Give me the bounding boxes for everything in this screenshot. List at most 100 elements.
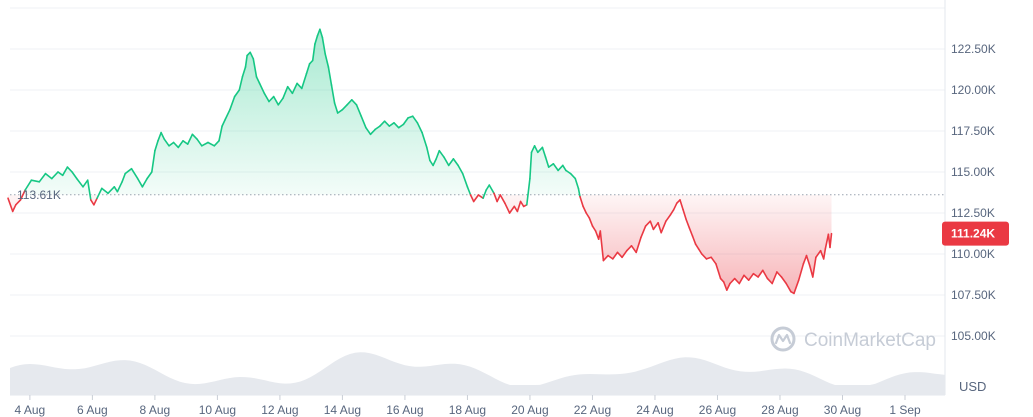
price-segment (186, 133, 194, 145)
price-segment (93, 197, 98, 206)
price-segment (611, 251, 619, 260)
x-tick-label: 14 Aug (324, 403, 361, 417)
price-segment (461, 172, 469, 188)
price-segment (743, 274, 750, 282)
price-segment (157, 131, 162, 142)
price-segment (379, 120, 386, 127)
area-below-baseline (8, 194, 832, 294)
price-segment (296, 82, 303, 90)
price-segment (577, 187, 581, 198)
price-segment (146, 171, 153, 180)
price-segment (141, 177, 148, 188)
price-segment (346, 99, 353, 106)
price-segment (808, 264, 814, 278)
y-tick-label: 117.50K (951, 124, 995, 138)
price-segment (469, 194, 475, 203)
price-segment (657, 222, 663, 234)
price-segment (602, 254, 609, 262)
price-segment (691, 235, 697, 245)
price-segment (421, 131, 428, 149)
price-segment (685, 218, 691, 229)
price-segment (432, 158, 438, 167)
price-segment (533, 145, 539, 154)
price-segment (785, 282, 792, 293)
price-segment (822, 248, 827, 260)
price-segment (255, 76, 261, 85)
price-segment (780, 276, 788, 285)
price-segment (86, 179, 92, 201)
price-segment (574, 177, 580, 190)
price-segment (665, 213, 672, 222)
price-segment (327, 66, 333, 86)
price-segment (355, 104, 363, 117)
price-segment (365, 126, 372, 136)
price-segment (38, 172, 47, 183)
price-lines (7, 28, 833, 295)
price-segment (733, 277, 741, 285)
y-tick-label: 115.00K (951, 165, 995, 179)
price-segment (124, 167, 133, 175)
price-segment (747, 272, 755, 282)
price-segment (238, 76, 244, 91)
price-segment (263, 92, 270, 103)
price-segment (485, 184, 491, 191)
price-segment (319, 28, 324, 39)
price-segment (113, 186, 119, 193)
price-segment (561, 164, 567, 172)
price-segment (582, 205, 588, 214)
price-segment (536, 146, 544, 154)
price-segment (244, 54, 248, 68)
price-segment (388, 122, 395, 127)
price-segment (438, 149, 445, 158)
price-segment (90, 199, 95, 206)
price-segment (61, 166, 69, 177)
x-axis: 4 Aug 6 Aug 8 Aug 10 Aug 12 Aug 14 Aug 16 Aug 1… (15, 403, 921, 417)
price-segment (330, 84, 336, 104)
price-segment (30, 179, 41, 183)
price-segment (15, 199, 22, 206)
price-segment (44, 172, 53, 180)
price-segment (241, 66, 247, 78)
price-segment (447, 158, 455, 167)
price-segment (815, 249, 822, 259)
price-segment (435, 149, 441, 160)
price-segment (407, 115, 414, 119)
price-segment (233, 89, 241, 98)
price-segment (314, 35, 319, 45)
price-segment (738, 274, 745, 285)
x-tick-label: 18 Aug (449, 403, 486, 417)
price-segment (472, 194, 480, 203)
price-segment (121, 172, 126, 183)
y-tick-label: 107.50K (951, 288, 996, 302)
x-tick-label: 20 Aug (511, 403, 548, 417)
x-tick-label: 26 Aug (699, 403, 736, 417)
price-segment (811, 256, 817, 278)
x-tick-label: 22 Aug (574, 403, 611, 417)
price-segment (793, 279, 800, 295)
price-segment (682, 208, 688, 221)
price-segment (599, 230, 605, 262)
price-segment (697, 248, 703, 255)
price-segment (710, 256, 717, 265)
x-tick-label: 12 Aug (261, 403, 298, 417)
volume-area (10, 352, 945, 395)
price-segment (516, 200, 522, 213)
price-segment (541, 146, 547, 158)
price-segment (411, 115, 419, 124)
price-segment (729, 277, 736, 285)
price-segment (229, 95, 236, 111)
price-segment (802, 254, 808, 265)
price-segment (557, 164, 564, 172)
price-segment (499, 194, 506, 204)
price-segment (649, 220, 655, 231)
price-segment (771, 271, 778, 285)
x-tick-label: 16 Aug (386, 403, 423, 417)
price-segment (416, 122, 423, 134)
price-segment (272, 95, 280, 106)
price-segment (258, 82, 266, 95)
y-axis: 122.50K 120.00K 117.50K 115.00K 112.50K 110.0… (951, 42, 996, 343)
price-segment (429, 159, 434, 167)
price-segment (374, 125, 381, 131)
price-segment (305, 62, 311, 75)
price-segment (700, 253, 708, 260)
